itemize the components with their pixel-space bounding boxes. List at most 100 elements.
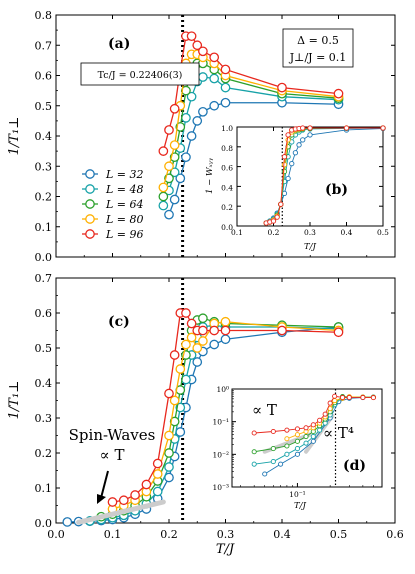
legend-marker <box>85 199 95 209</box>
y-tick-label: 0.7 <box>35 39 53 52</box>
data-point <box>164 388 174 399</box>
y-tick-label: 1.0 <box>221 124 233 133</box>
data-point <box>186 131 197 141</box>
data-point <box>270 218 277 224</box>
data-point <box>175 427 186 437</box>
x-tick-label: 0.4 <box>273 528 291 541</box>
data-point <box>130 490 140 500</box>
data-point <box>186 332 197 343</box>
data-point <box>220 334 231 345</box>
data-point <box>220 316 231 327</box>
data-point <box>198 336 208 346</box>
spin-wave-arrowhead <box>97 494 106 504</box>
legend-entry: L = 80 <box>105 213 144 226</box>
panel-label: (c) <box>108 314 130 330</box>
x-tick-label: 0.3 <box>217 528 235 541</box>
inset-x-axis-label: T/J <box>304 242 317 252</box>
data-point <box>294 446 300 452</box>
data-point <box>303 440 309 446</box>
data-point <box>62 517 73 527</box>
tc-annotation: Tc/J = 0.22406(3) <box>98 70 183 81</box>
data-point <box>277 82 287 93</box>
legend-marker <box>85 214 95 224</box>
data-point <box>289 160 295 167</box>
x-tick-label: 0.0 <box>47 528 65 541</box>
data-point <box>317 417 323 423</box>
panel-d-inset: 10⁻³ 10⁻² 10⁻¹ 10⁰ 10⁻¹ ∝ T ∝ T⁴ (d) T/J <box>212 385 383 511</box>
x-tick-label: 10⁻¹ <box>289 490 306 499</box>
spin-wave-arrow <box>100 470 109 499</box>
data-point <box>277 325 287 336</box>
data-point <box>118 495 129 506</box>
legend-entry: L = 32 <box>105 168 144 181</box>
tc-annotation-box <box>80 62 200 86</box>
data-point <box>198 106 208 117</box>
data-point <box>294 432 300 438</box>
data-point <box>192 40 203 51</box>
data-point <box>198 72 208 82</box>
spin-waves-annotation: Spin-Waves <box>69 426 156 444</box>
y-tick-label: 10⁻¹ <box>212 418 229 427</box>
y-tick-label: 0.4 <box>35 130 53 143</box>
y-tick-label: 0.6 <box>35 307 53 320</box>
data-point <box>360 394 366 401</box>
data-point <box>307 125 313 131</box>
data-point <box>220 97 231 108</box>
panel-label: (d) <box>343 458 366 474</box>
y-tick-label: 0.8 <box>35 9 53 22</box>
x-tick-label: 0.6 <box>386 528 404 541</box>
data-point <box>285 132 291 138</box>
data-point <box>281 154 288 160</box>
data-point <box>220 325 231 336</box>
data-point <box>164 209 174 220</box>
data-point <box>292 150 299 156</box>
data-point <box>192 343 203 353</box>
data-point <box>278 201 284 207</box>
data-point <box>294 451 300 457</box>
data-point <box>198 325 208 336</box>
x-axis-label: T/J <box>216 542 235 557</box>
data-point <box>169 416 180 427</box>
data-point <box>209 73 220 84</box>
data-point <box>220 64 231 75</box>
y-tick-label: 0.6 <box>35 70 53 83</box>
y-tick-label: 0.0 <box>221 223 233 232</box>
data-point <box>209 100 220 111</box>
data-point <box>158 191 169 202</box>
y-tick-label: 0.0 <box>35 251 53 264</box>
data-point <box>220 82 231 93</box>
data-point <box>192 357 203 367</box>
y-tick-label: 0.4 <box>221 183 233 192</box>
data-point <box>270 428 276 435</box>
data-point <box>310 422 316 428</box>
panel-label: (b) <box>325 182 348 198</box>
proportional-T-annotation: ∝ T <box>252 401 277 419</box>
data-point <box>164 448 174 458</box>
data-point <box>300 125 306 131</box>
data-point <box>158 200 169 211</box>
data-point <box>310 434 316 440</box>
legend-entry: L = 96 <box>105 228 144 241</box>
x-tick-label: 0.5 <box>377 228 389 237</box>
legend-entry: L = 64 <box>105 198 144 211</box>
y-tick-label: 0.0 <box>35 517 53 530</box>
data-point <box>284 436 290 442</box>
y-tick-label: 0.5 <box>35 342 53 355</box>
data-point <box>294 426 300 432</box>
legend-entry: L = 48 <box>105 183 144 196</box>
data-point <box>284 451 290 457</box>
data-point <box>186 31 197 42</box>
spin-wave-guide <box>76 499 166 525</box>
data-point <box>169 140 180 150</box>
data-point <box>152 486 163 497</box>
data-point <box>152 458 163 469</box>
data-point <box>317 427 323 433</box>
y-tick-label: 0.5 <box>35 100 53 113</box>
y-tick-label: 0.3 <box>35 160 53 173</box>
y-tick-label: 0.4 <box>35 377 53 390</box>
data-point <box>303 434 309 440</box>
x-tick-label: 0.5 <box>330 528 348 541</box>
y-tick-label: 0.3 <box>35 412 53 425</box>
y-tick-label: 0.7 <box>35 272 53 285</box>
x-tick-label: 0.1 <box>231 228 243 237</box>
